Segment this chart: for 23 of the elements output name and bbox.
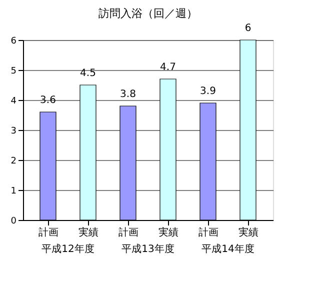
y-tick-label: 0: [10, 216, 17, 226]
y-tick-label: 1: [10, 186, 16, 196]
y-tick-label: 6: [10, 36, 17, 46]
x-tick-label: 計画: [118, 226, 138, 238]
data-label: 4.5: [80, 68, 96, 79]
data-label: 6: [244, 23, 252, 34]
y-tick-label: 3: [10, 126, 16, 136]
x-tick-label: 実績: [158, 226, 178, 238]
text: 平成14年度: [202, 243, 254, 255]
chart-title: 訪問入浴（回／週）: [98, 7, 198, 20]
y-tick-label: 5: [10, 66, 16, 76]
y-tick-label: 2: [10, 156, 16, 166]
x-tick-label: 計画: [38, 226, 58, 238]
data-label: 3.8: [120, 89, 136, 100]
y-tick-label: 4: [10, 96, 17, 106]
x-tick-label: 計画: [198, 226, 218, 238]
text: 平成13年度: [122, 243, 174, 255]
data-label: 3.9: [200, 86, 216, 97]
x-tick-label: 実績: [238, 226, 258, 238]
data-label: 3.6: [40, 95, 56, 106]
text: 平成12年度: [42, 243, 94, 255]
data-label: 4.7: [160, 62, 176, 73]
x-tick-label: 実績: [78, 226, 98, 238]
